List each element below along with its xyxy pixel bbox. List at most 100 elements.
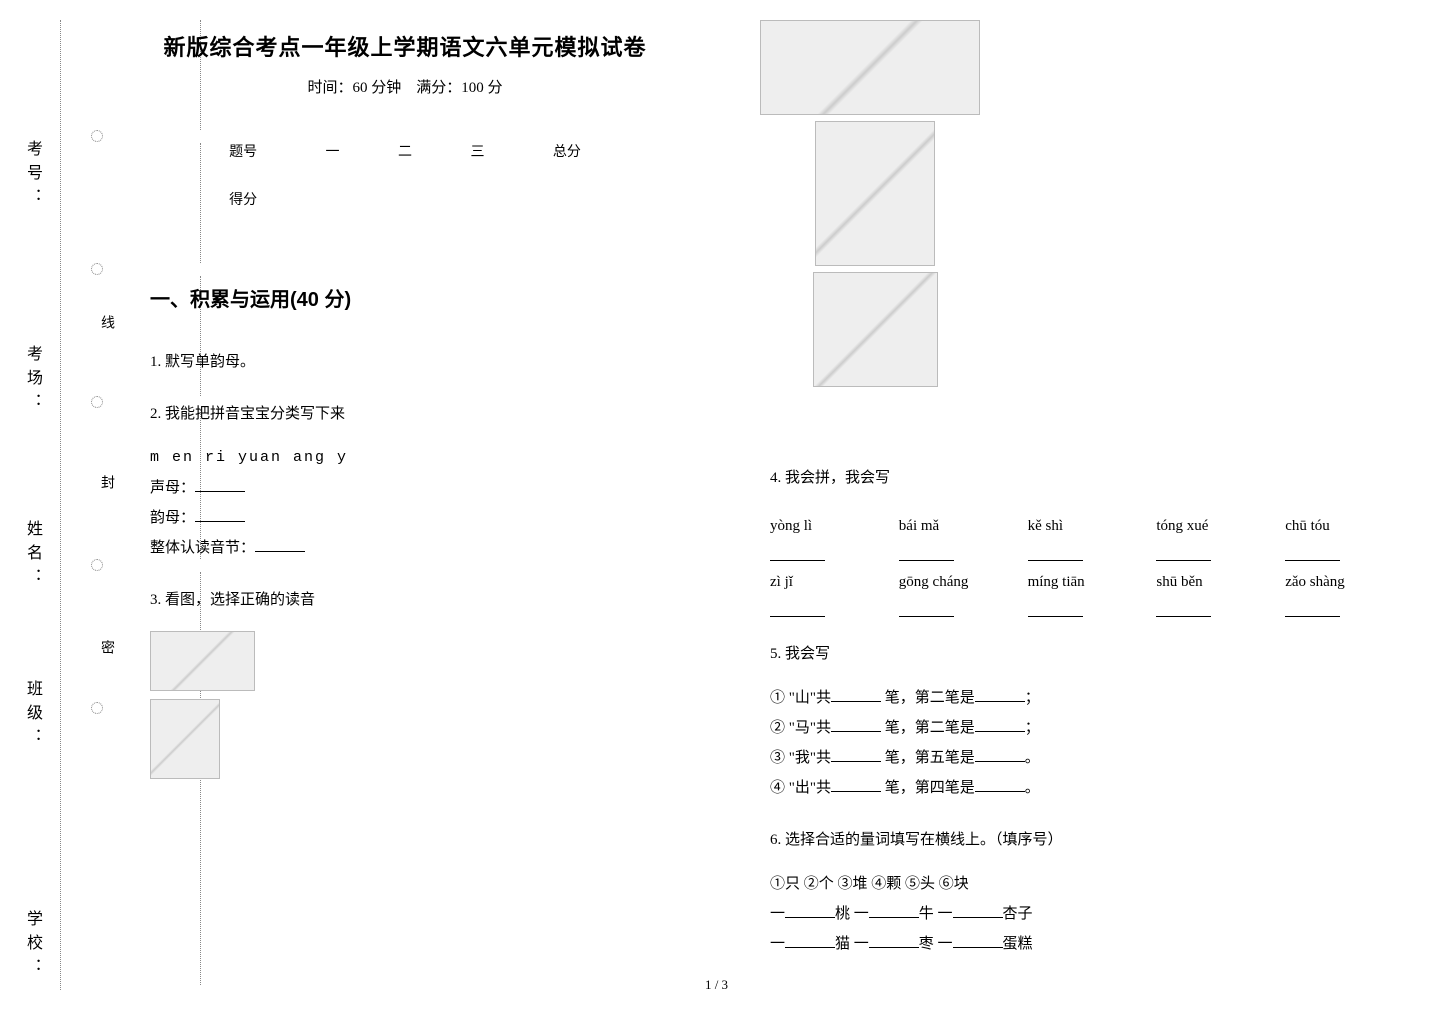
fill-blank[interactable] <box>785 933 835 948</box>
question-5: 5. 我会写 ① "山"共 笔，第二笔是； ② "马"共 笔，第二笔是； ③ <box>770 639 1390 803</box>
q2-pinyin-line: m en ri yuan ang y <box>150 443 710 473</box>
fill-blank[interactable] <box>869 933 919 948</box>
paper-subtitle: 时间：60 分钟 满分：100 分 <box>150 76 660 97</box>
paper-title: 新版综合考点一年级上学期语文六单元模拟试卷 <box>150 30 660 62</box>
q5-line: ② "马"共 笔，第二笔是； <box>770 713 1390 743</box>
label-class: 班级： <box>20 680 44 752</box>
q5-item-head: ④ <box>770 780 785 796</box>
fill-blank[interactable] <box>255 537 305 552</box>
fill-blank[interactable] <box>869 903 919 918</box>
label-exam-room: 考场： <box>20 345 44 417</box>
binding-circle <box>91 396 103 408</box>
question-3: 3. 看图，选择正确的读音 <box>150 585 710 779</box>
label-exam-id: 考号： <box>20 140 44 212</box>
pinyin-cell: yòng lì <box>770 511 875 541</box>
q6-options: ①只 ②个 ③堆 ④颗 ⑤头 ⑥块 <box>770 869 1390 899</box>
q6-text: 选择合适的量词填写在横线上。（填序号） <box>785 832 1063 848</box>
binding-circle <box>91 263 103 275</box>
q3-text: 看图，选择正确的读音 <box>165 592 315 608</box>
score-blank-cell <box>296 175 368 223</box>
score-table: 题号 一 二 三 总分 得分 <box>190 127 620 223</box>
fill-blank[interactable] <box>1285 603 1340 617</box>
q5-item-char: "马"共 <box>789 720 831 736</box>
score-row-label: 得分 <box>190 175 296 223</box>
fill-blank[interactable] <box>1156 603 1211 617</box>
fill-blank[interactable] <box>195 477 245 492</box>
score-head-cell: 题号 <box>190 127 296 175</box>
q6-line: 一猫 一枣 一蛋糕 <box>770 929 1390 959</box>
q5-item-tail: ； <box>1025 690 1040 706</box>
fullscore-label: 满分：100 分 <box>416 80 502 96</box>
q2-label-yunmu: 韵母： <box>150 503 710 533</box>
fill-blank[interactable] <box>1028 547 1083 561</box>
score-blank-cell <box>369 175 441 223</box>
q5-number: 5. <box>770 646 781 662</box>
q5-line: ① "山"共 笔，第二笔是； <box>770 683 1390 713</box>
seal-char-xian: 线 <box>96 315 116 329</box>
q6-word: 蛋糕 <box>1003 936 1033 952</box>
score-head-cell: 总分 <box>514 127 620 175</box>
score-head-cell: 二 <box>369 127 441 175</box>
q5-item-head: ① <box>770 690 785 706</box>
fill-blank[interactable] <box>1285 547 1340 561</box>
fill-blank[interactable] <box>953 903 1003 918</box>
left-column: 一、积累与运用(40 分) 1. 默写单韵母。 2. 我能把拼音宝宝分类写下来 … <box>150 283 710 981</box>
q2-label: 整体认读音节： <box>150 540 255 556</box>
time-label: 时间：60 分钟 <box>307 80 401 96</box>
q5-item-head: ③ <box>770 750 785 766</box>
q2-label: 韵母： <box>150 510 195 526</box>
binding-circle <box>91 130 103 142</box>
fill-blank[interactable] <box>975 687 1025 702</box>
q6-word: 猫 一 <box>835 936 869 952</box>
q2-label-zhengti: 整体认读音节： <box>150 533 710 563</box>
fill-blank[interactable] <box>770 547 825 561</box>
image-placeholder-small <box>150 699 220 779</box>
pinyin-cell: zǎo shàng <box>1285 567 1390 597</box>
q2-number: 2. <box>150 406 161 422</box>
fill-blank[interactable] <box>899 603 954 617</box>
q2-label-shengmu: 声母： <box>150 473 710 503</box>
question-1: 1. 默写单韵母。 <box>150 347 710 377</box>
label-school: 学校： <box>20 910 44 982</box>
pinyin-cell: chū tóu <box>1285 511 1390 541</box>
score-value-row: 得分 <box>190 175 620 223</box>
question-4: 4. 我会拼，我会写 yòng lì bái mǎ kě shì tóng xu… <box>770 463 1390 617</box>
fill-blank[interactable] <box>831 717 881 732</box>
q5-line: ④ "出"共 笔，第四笔是。 <box>770 773 1390 803</box>
image-placeholder-cloud <box>150 631 255 691</box>
fill-blank[interactable] <box>770 603 825 617</box>
q6-word: 牛 一 <box>919 906 953 922</box>
binding-circle <box>91 702 103 714</box>
score-head-cell: 一 <box>296 127 368 175</box>
fill-blank[interactable] <box>975 777 1025 792</box>
q5-item-char: "出"共 <box>789 780 831 796</box>
fill-blank[interactable] <box>1156 547 1211 561</box>
pinyin-cell: gōng cháng <box>899 567 1004 597</box>
fill-blank[interactable] <box>899 547 954 561</box>
fill-blank[interactable] <box>785 903 835 918</box>
q5-item-tail: 。 <box>1025 750 1040 766</box>
label-name: 姓名： <box>20 520 44 592</box>
fill-blank[interactable] <box>975 717 1025 732</box>
page-number: 1 / 3 <box>0 977 1433 993</box>
fill-blank[interactable] <box>953 933 1003 948</box>
question-6: 6. 选择合适的量词填写在横线上。（填序号） ①只 ②个 ③堆 ④颗 ⑤头 ⑥块… <box>770 825 1390 959</box>
score-header-row: 题号 一 二 三 总分 <box>190 127 620 175</box>
q4-text: 我会拼，我会写 <box>785 470 890 486</box>
seal-char-feng: 封 <box>96 475 116 489</box>
q5-item-tail: 。 <box>1025 780 1040 796</box>
pinyin-cell: míng tiān <box>1028 567 1133 597</box>
right-column: 4. 我会拼，我会写 yòng lì bái mǎ kě shì tóng xu… <box>770 283 1390 981</box>
q5-item-mid: 笔，第二笔是 <box>885 720 975 736</box>
fill-blank[interactable] <box>195 507 245 522</box>
fill-blank[interactable] <box>831 747 881 762</box>
question-2: 2. 我能把拼音宝宝分类写下来 m en ri yuan ang y 声母： 韵… <box>150 399 710 563</box>
fill-blank[interactable] <box>831 687 881 702</box>
pinyin-cell: bái mǎ <box>899 511 1004 541</box>
q2-label: 声母： <box>150 480 195 496</box>
fill-blank[interactable] <box>1028 603 1083 617</box>
score-head-cell: 三 <box>441 127 513 175</box>
fill-blank[interactable] <box>831 777 881 792</box>
seal-char-mi: 密 <box>96 640 116 654</box>
fill-blank[interactable] <box>975 747 1025 762</box>
